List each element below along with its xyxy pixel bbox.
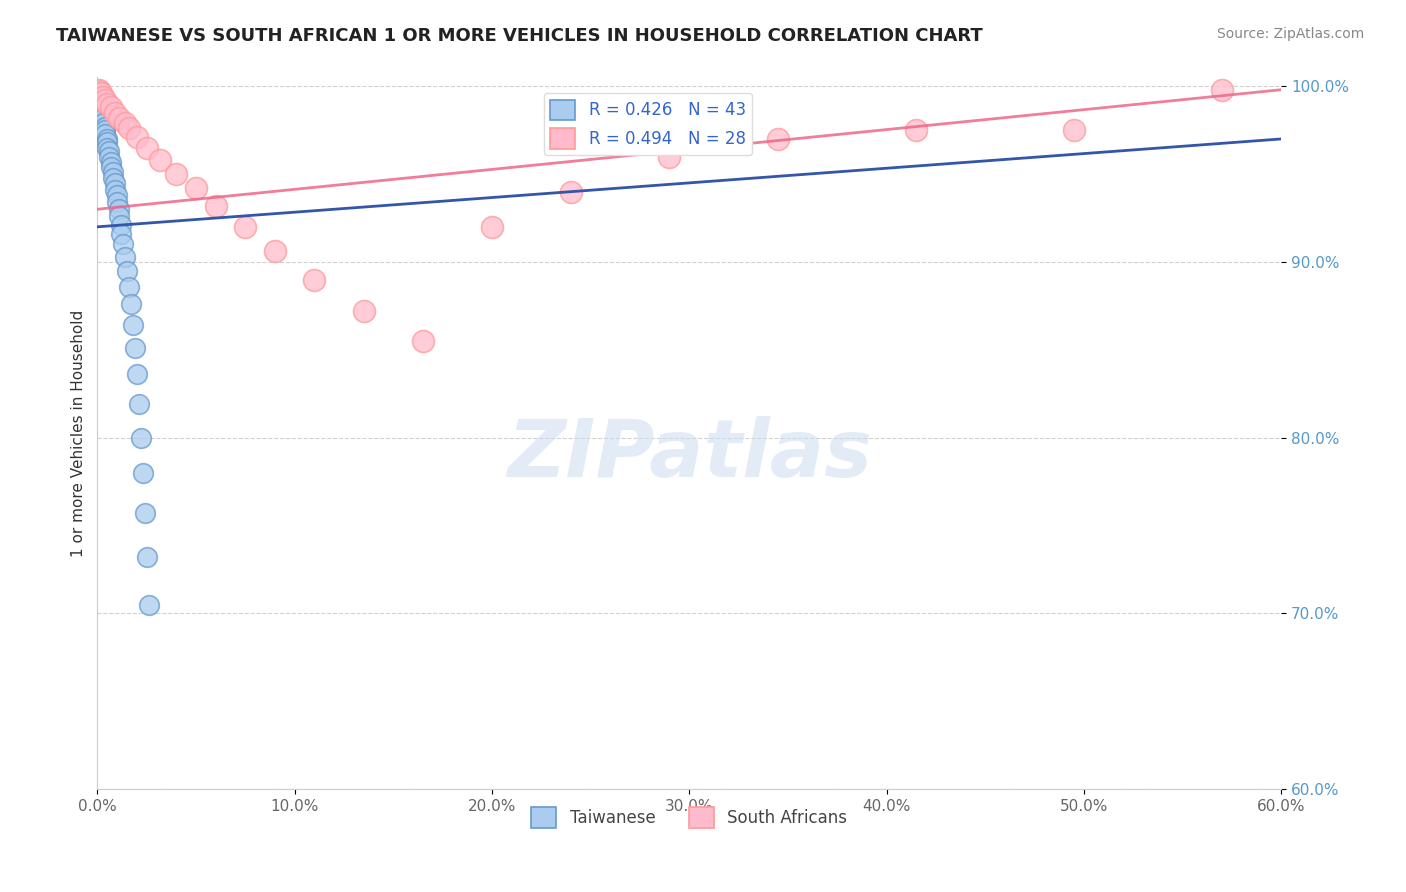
Point	[184, 181, 207, 195]
Point	[125, 368, 148, 382]
Point	[766, 132, 789, 146]
Point	[108, 202, 131, 217]
Point	[104, 176, 127, 190]
Point	[304, 272, 326, 286]
Point	[104, 183, 127, 197]
Point	[481, 219, 503, 234]
Text: TAIWANESE VS SOUTH AFRICAN 1 OR MORE VEHICLES IN HOUSEHOLD CORRELATION CHART: TAIWANESE VS SOUTH AFRICAN 1 OR MORE VEH…	[56, 27, 983, 45]
Point	[91, 116, 114, 130]
Point	[135, 550, 157, 565]
Point	[94, 120, 117, 134]
Point	[89, 83, 111, 97]
Point	[100, 100, 122, 114]
Point	[905, 123, 928, 137]
Point	[98, 149, 121, 163]
Point	[128, 397, 150, 411]
Point	[90, 93, 112, 107]
Point	[96, 96, 118, 111]
Point	[114, 250, 136, 264]
Point	[115, 264, 138, 278]
Point	[132, 466, 155, 480]
Y-axis label: 1 or more Vehicles in Household: 1 or more Vehicles in Household	[72, 310, 86, 557]
Point	[1063, 123, 1085, 137]
Point	[412, 334, 434, 348]
Text: Source: ZipAtlas.com: Source: ZipAtlas.com	[1216, 27, 1364, 41]
Point	[100, 160, 122, 174]
Point	[108, 209, 131, 223]
Text: ZIPatlas: ZIPatlas	[506, 416, 872, 493]
Point	[353, 304, 375, 318]
Point	[104, 105, 127, 120]
Point	[135, 141, 157, 155]
Point	[101, 165, 124, 179]
Point	[233, 219, 256, 234]
Point	[264, 244, 287, 259]
Point	[100, 154, 122, 169]
Legend: Taiwanese, South Africans: Taiwanese, South Africans	[524, 801, 853, 834]
Point	[121, 318, 143, 333]
Point	[108, 111, 131, 125]
Point	[129, 431, 152, 445]
Point	[110, 227, 132, 241]
Point	[91, 107, 114, 121]
Point	[120, 297, 142, 311]
Point	[114, 116, 136, 130]
Point	[94, 127, 117, 141]
Point	[118, 279, 141, 293]
Point	[96, 141, 118, 155]
Point	[96, 132, 118, 146]
Point	[1211, 83, 1233, 97]
Point	[149, 153, 172, 167]
Point	[138, 598, 160, 612]
Point	[91, 111, 114, 125]
Point	[91, 89, 114, 103]
Point	[89, 83, 111, 97]
Point	[110, 218, 132, 232]
Point	[134, 506, 156, 520]
Point	[165, 167, 187, 181]
Point	[111, 237, 134, 252]
Point	[98, 145, 121, 159]
Point	[90, 100, 112, 114]
Point	[91, 103, 114, 118]
Point	[90, 87, 112, 101]
Point	[90, 96, 112, 111]
Point	[94, 93, 117, 107]
Point	[124, 341, 146, 355]
Point	[105, 188, 128, 202]
Point	[118, 121, 141, 136]
Point	[105, 195, 128, 210]
Point	[89, 89, 111, 103]
Point	[94, 123, 117, 137]
Point	[560, 185, 582, 199]
Point	[658, 149, 681, 163]
Point	[101, 170, 124, 185]
Point	[204, 199, 226, 213]
Point	[96, 136, 118, 150]
Point	[125, 130, 148, 145]
